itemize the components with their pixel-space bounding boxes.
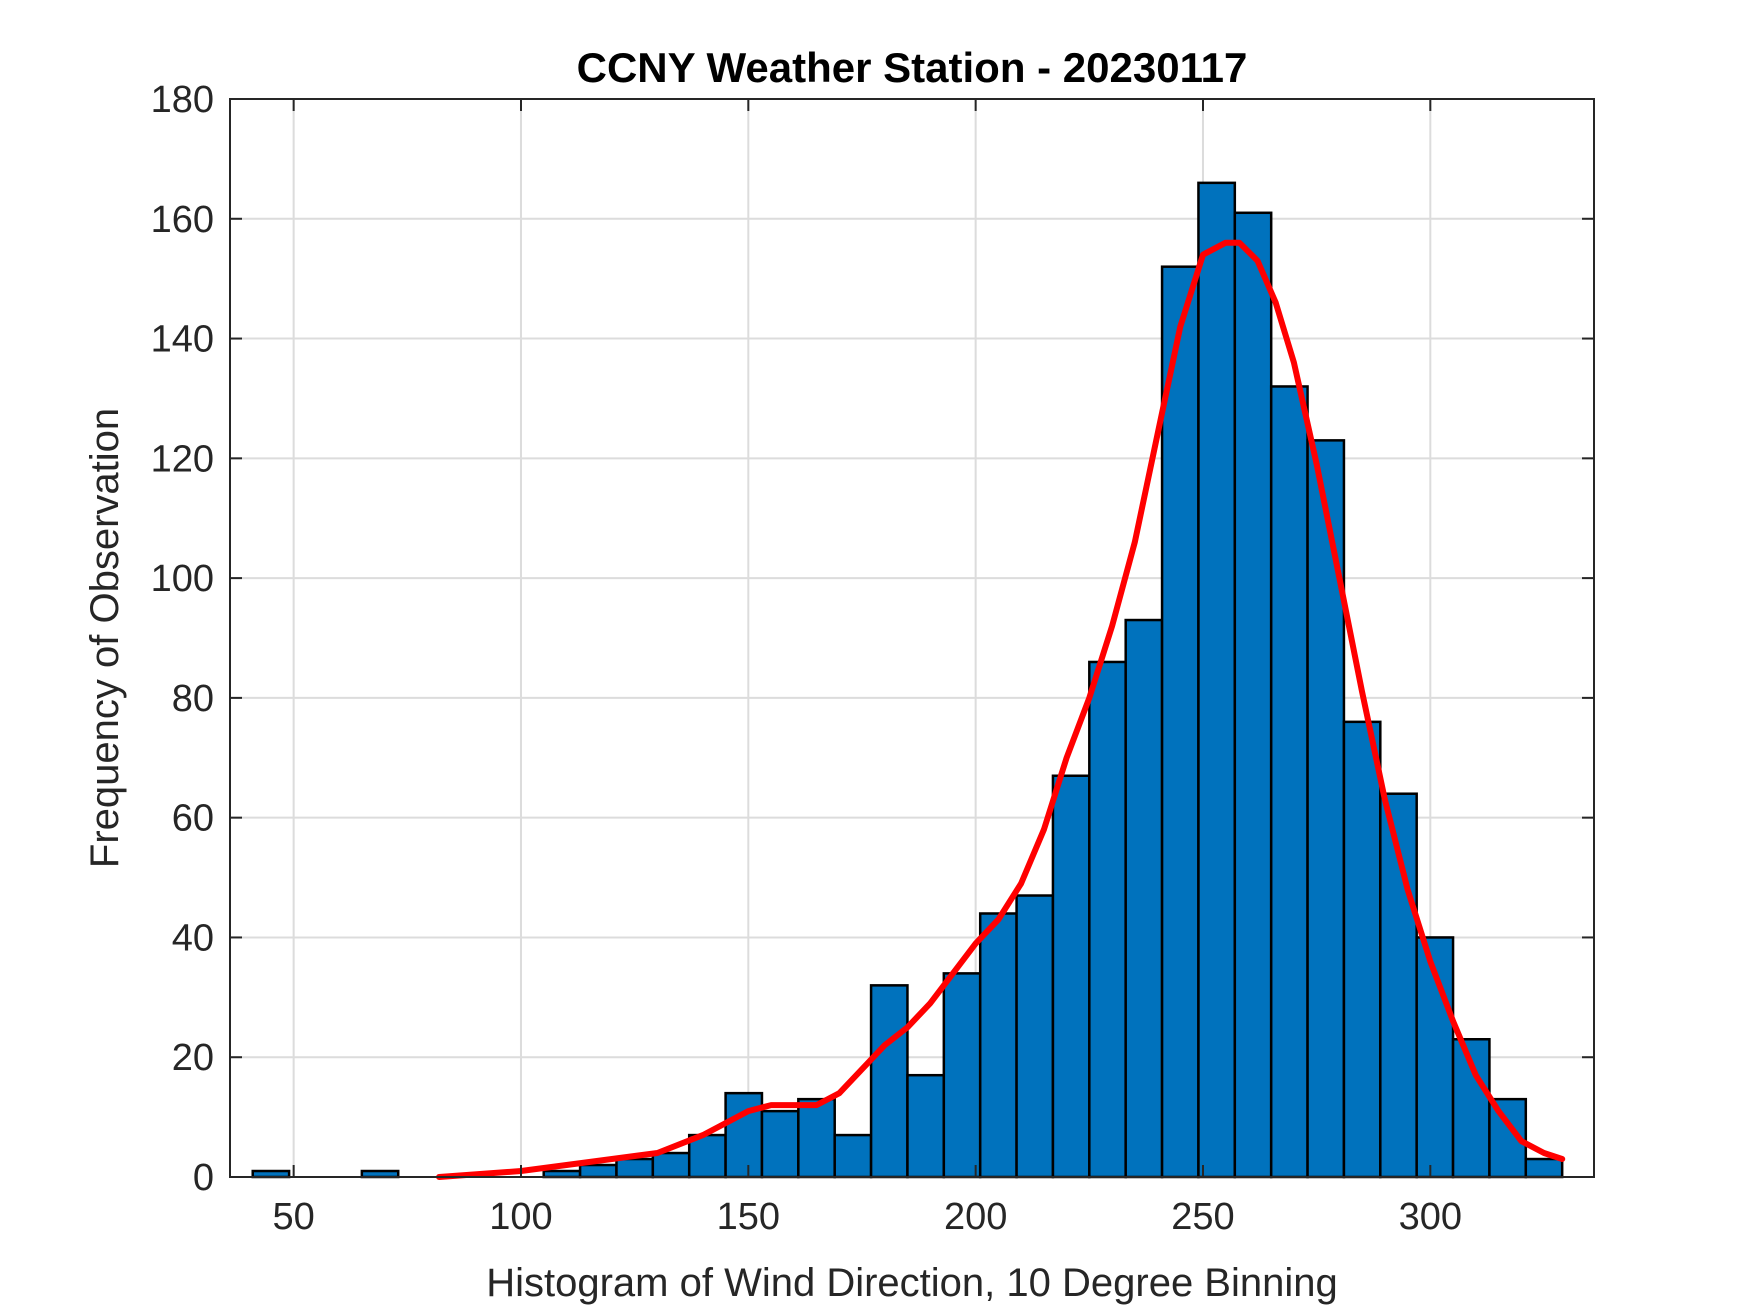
y-tick-label: 180: [151, 79, 214, 121]
x-tick-label: 150: [717, 1196, 780, 1238]
y-tick-label: 140: [151, 319, 214, 361]
histogram-bar: [797, 1097, 836, 1179]
histogram-bar: [869, 984, 909, 1179]
x-tick-labels: 50 100 150 200 250 300: [273, 1196, 1463, 1238]
histogram-bar: [651, 1151, 691, 1179]
y-axis-label: Frequency of Observation: [83, 408, 127, 868]
histogram-bar: [1051, 774, 1091, 1179]
histogram-bar: [1197, 181, 1237, 1179]
histogram-bar: [578, 1163, 618, 1179]
y-tick-label: 60: [172, 798, 214, 840]
histogram-bar: [1088, 660, 1127, 1179]
y-tick-label: 0: [193, 1157, 214, 1199]
histogram-bar: [942, 972, 982, 1179]
x-tick-label: 300: [1399, 1196, 1462, 1238]
y-tick-labels: 0 20 40 60 80 100 120 140 160 180: [151, 79, 214, 1199]
histogram-bar: [1269, 385, 1309, 1179]
plot-box: [229, 98, 1595, 1178]
y-tick-label: 20: [172, 1037, 214, 1079]
chart-title: CCNY Weather Station - 20230117: [577, 44, 1248, 91]
histogram-bar: [1342, 720, 1382, 1179]
histogram-bar: [1233, 211, 1273, 1179]
histogram-bar: [906, 1073, 946, 1179]
x-tick-label: 50: [273, 1196, 315, 1238]
x-axis-label: Histogram of Wind Direction, 10 Degree B…: [486, 1261, 1338, 1305]
histogram-bar: [1160, 265, 1200, 1179]
histogram-bar: [978, 912, 1018, 1179]
histogram-bar: [833, 1133, 873, 1179]
axis-ticks: [230, 98, 1594, 1178]
density-curve: [436, 239, 1566, 1180]
histogram-bar: [724, 1091, 764, 1179]
histogram-bar: [1015, 894, 1055, 1179]
y-tick-label: 100: [151, 558, 214, 600]
histogram-bar: [1124, 618, 1164, 1179]
y-tick-label: 80: [172, 678, 214, 720]
histogram-bar: [1524, 1157, 1564, 1179]
x-tick-label: 250: [1171, 1196, 1234, 1238]
y-tick-label: 160: [151, 199, 214, 241]
x-tick-label: 100: [489, 1196, 552, 1238]
histogram-bar: [1306, 439, 1346, 1179]
y-tick-label: 40: [172, 917, 214, 959]
histogram-bar: [760, 1109, 800, 1179]
histogram-bar: [615, 1157, 655, 1179]
y-tick-label: 120: [151, 438, 214, 480]
x-tick-label: 200: [944, 1196, 1007, 1238]
